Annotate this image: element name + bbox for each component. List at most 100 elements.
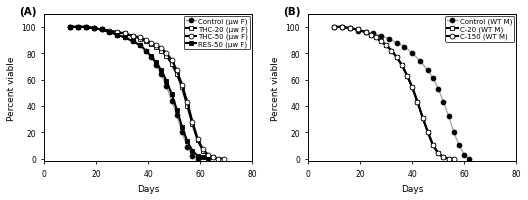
THC-50 (μw F) [67,27,73,29]
THC-20 (μw F) [90,28,97,30]
THC-20 (μw F) [205,155,211,157]
RES-50 (μw F) [163,80,169,83]
RES-50 (μw F) [129,41,136,43]
Control (μw F) [83,27,89,29]
Control (WT M) [446,116,452,118]
C-150 (WT M) [362,32,369,34]
C-150 (WT M) [373,37,379,39]
THC-20 (μw F) [143,41,149,43]
C-20 (WT M) [414,101,421,104]
Line: Control (WT M): Control (WT M) [332,25,472,161]
THC-20 (μw F) [137,38,144,41]
Control (μw F) [174,114,180,117]
THC-50 (μw F) [75,27,81,29]
Y-axis label: Percent viable: Percent viable [7,56,16,120]
Control (μw F) [168,100,175,102]
C-150 (WT M) [393,57,400,59]
RES-50 (μw F) [106,32,112,34]
Control (WT M) [430,78,436,80]
C-20 (WT M) [347,28,353,30]
THC-20 (μw F) [184,105,191,108]
THC-20 (μw F) [210,156,216,159]
Control (μw F) [194,158,201,160]
Control (WT M) [456,144,462,147]
THC-50 (μw F) [205,154,211,156]
Control (WT M) [409,53,416,55]
Line: RES-50 (μw F): RES-50 (μw F) [68,25,211,161]
THC-20 (μw F) [75,27,81,29]
C-150 (WT M) [331,27,337,29]
THC-50 (μw F) [158,47,164,50]
C-20 (WT M) [430,144,436,147]
C-20 (WT M) [446,158,452,160]
C-20 (WT M) [354,29,361,32]
THC-50 (μw F) [210,156,216,159]
RES-50 (μw F) [194,155,201,157]
THC-50 (μw F) [168,59,175,62]
THC-20 (μw F) [98,29,105,32]
Control (μw F) [153,65,159,67]
C-20 (WT M) [399,65,405,67]
RES-50 (μw F) [83,27,89,29]
RES-50 (μw F) [122,37,128,39]
C-20 (WT M) [362,32,369,34]
C-20 (WT M) [435,152,441,155]
THC-50 (μw F) [83,27,89,29]
THC-50 (μw F) [143,40,149,42]
C-20 (WT M) [339,27,345,29]
Control (WT M) [417,61,423,63]
C-150 (WT M) [339,27,345,29]
Control (μw F) [122,37,128,39]
THC-20 (μw F) [194,139,201,142]
THC-20 (μw F) [122,33,128,35]
C-20 (WT M) [388,50,394,52]
Control (μw F) [98,29,105,32]
C-20 (WT M) [367,34,374,37]
Control (μw F) [179,131,185,134]
THC-20 (μw F) [153,46,159,49]
Line: THC-20 (μw F): THC-20 (μw F) [68,25,221,161]
C-150 (WT M) [367,34,374,37]
Control (WT M) [425,70,431,72]
Control (WT M) [370,33,376,35]
Control (μw F) [67,27,73,29]
Control (μw F) [90,28,97,30]
THC-20 (μw F) [114,32,120,34]
Control (μw F) [143,50,149,52]
THC-20 (μw F) [215,158,222,160]
THC-50 (μw F) [122,33,128,35]
RES-50 (μw F) [200,156,206,159]
Control (WT M) [435,88,441,90]
THC-20 (μw F) [168,63,175,66]
C-150 (WT M) [347,28,353,30]
Control (WT M) [339,27,345,29]
C-150 (WT M) [409,87,416,89]
THC-20 (μw F) [179,87,185,89]
Control (WT M) [362,32,369,34]
Control (μw F) [106,32,112,34]
Control (WT M) [461,154,467,156]
C-150 (WT M) [420,117,426,119]
Control (μw F) [129,41,136,43]
Control (WT M) [466,158,473,160]
RES-50 (μw F) [114,34,120,37]
RES-50 (μw F) [143,50,149,52]
THC-50 (μw F) [179,84,185,87]
THC-50 (μw F) [137,37,144,39]
THC-20 (μw F) [174,74,180,76]
C-20 (WT M) [404,75,410,77]
THC-50 (μw F) [129,36,136,38]
Control (μw F) [137,45,144,47]
RES-50 (μw F) [158,70,164,72]
Line: THC-50 (μw F): THC-50 (μw F) [68,25,226,161]
Line: C-20 (WT M): C-20 (WT M) [332,25,451,161]
RES-50 (μw F) [174,109,180,111]
Control (WT M) [386,38,392,41]
C-20 (WT M) [409,87,416,89]
C-20 (WT M) [373,37,379,39]
THC-50 (μw F) [215,158,222,160]
C-150 (WT M) [414,101,421,104]
Line: C-150 (WT M): C-150 (WT M) [332,25,456,161]
THC-20 (μw F) [83,27,89,29]
THC-20 (μw F) [106,30,112,33]
